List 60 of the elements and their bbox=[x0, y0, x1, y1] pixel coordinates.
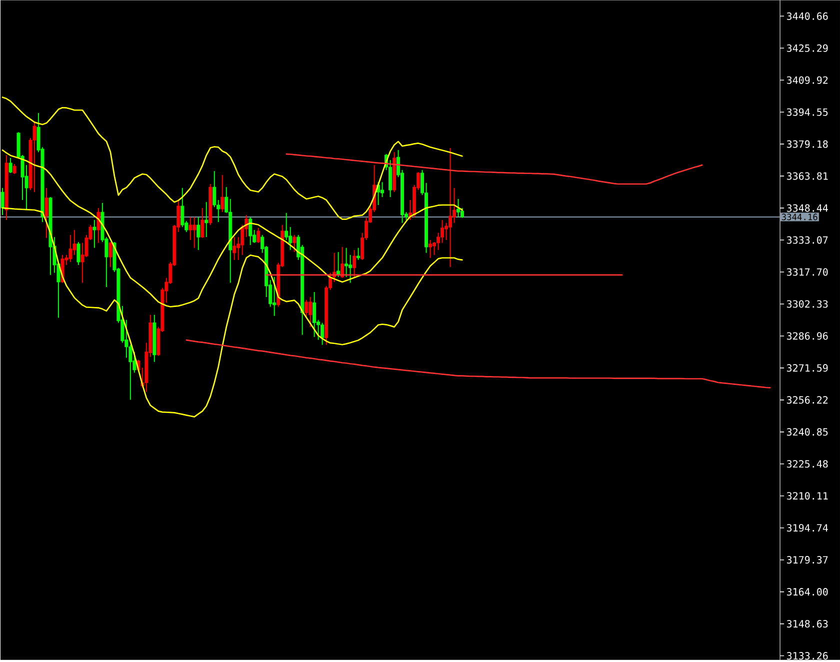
candlestick bbox=[8, 158, 12, 174]
candlestick bbox=[196, 216, 200, 251]
candlestick bbox=[336, 252, 340, 278]
candlestick bbox=[32, 122, 36, 193]
candlestick bbox=[344, 248, 348, 278]
candlestick bbox=[212, 170, 216, 208]
candlestick bbox=[192, 216, 196, 249]
candlestick bbox=[308, 296, 312, 328]
y-tick-label: 3148.63 bbox=[786, 620, 828, 628]
candlestick bbox=[256, 228, 260, 244]
candlestick bbox=[204, 202, 208, 238]
candlestick bbox=[96, 208, 100, 244]
candlestick bbox=[284, 212, 288, 241]
y-tick-label: 3240.85 bbox=[786, 428, 828, 436]
y-tick-label: 3133.26 bbox=[786, 652, 828, 660]
y-tick-label: 3425.29 bbox=[786, 44, 828, 52]
y-tick-label: 3271.59 bbox=[786, 364, 828, 372]
ref-line-label: 3344.16 bbox=[782, 214, 818, 220]
candlestick bbox=[0, 188, 4, 216]
candlestick bbox=[352, 250, 356, 279]
candlestick bbox=[108, 242, 112, 268]
candlestick bbox=[272, 276, 276, 317]
candlestick bbox=[312, 292, 316, 338]
y-tick-label: 3363.81 bbox=[786, 172, 828, 180]
y-tick-label: 3210.11 bbox=[786, 492, 828, 500]
y-tick-label: 3317.70 bbox=[786, 268, 828, 276]
y-tick-label: 3440.66 bbox=[786, 12, 828, 20]
y-tick-label: 3179.37 bbox=[786, 556, 828, 564]
candlestick bbox=[440, 220, 444, 244]
candlestick bbox=[12, 164, 16, 175]
y-tick-label: 3379.18 bbox=[786, 140, 828, 148]
candlestick bbox=[460, 208, 464, 219]
candlestick bbox=[356, 248, 360, 261]
candlestick bbox=[92, 220, 96, 249]
candlestick bbox=[340, 246, 344, 279]
candlestick bbox=[448, 148, 452, 268]
y-tick-label: 3394.55 bbox=[786, 108, 828, 116]
candlestick bbox=[44, 188, 48, 239]
y-tick-label: 3333.07 bbox=[786, 236, 828, 244]
y-tick-label: 3286.96 bbox=[786, 332, 828, 340]
candlestick bbox=[220, 174, 224, 213]
candlestick bbox=[188, 216, 192, 241]
candlestick bbox=[200, 208, 204, 239]
candlestick bbox=[76, 242, 80, 266]
candlestick bbox=[452, 188, 456, 224]
y-tick-label: 3194.74 bbox=[786, 524, 828, 532]
y-tick-label: 3256.22 bbox=[786, 396, 828, 404]
y-tick-label: 3302.33 bbox=[786, 300, 828, 308]
candlestick bbox=[180, 188, 184, 228]
candlestick bbox=[428, 240, 432, 259]
candlestick bbox=[232, 236, 236, 261]
candlestick bbox=[304, 300, 308, 318]
y-tick-label: 3164.00 bbox=[786, 588, 828, 596]
candlestick bbox=[320, 322, 324, 346]
y-tick-label: 3409.92 bbox=[786, 76, 828, 84]
y-tick-label: 3348.44 bbox=[786, 204, 828, 212]
candlestick bbox=[292, 234, 296, 253]
candlestick bbox=[456, 198, 460, 218]
y-tick-label: 3225.48 bbox=[786, 460, 828, 468]
candlestick bbox=[248, 216, 252, 246]
